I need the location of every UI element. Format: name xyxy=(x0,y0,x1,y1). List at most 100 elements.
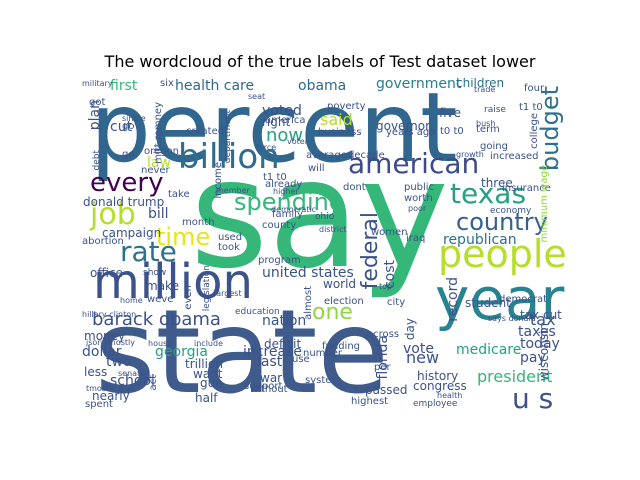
word: every xyxy=(90,168,164,198)
word: going xyxy=(480,141,508,152)
word: insurance xyxy=(502,183,551,194)
word: deficit xyxy=(264,337,302,351)
word: include xyxy=(194,339,223,348)
word: poverty xyxy=(327,101,366,112)
word: american xyxy=(348,147,480,180)
word: republican xyxy=(443,232,517,248)
word: bush xyxy=(476,119,496,128)
word: t1 t0 xyxy=(263,172,287,183)
word: people xyxy=(438,232,567,276)
word: said xyxy=(320,110,353,129)
word: history xyxy=(417,369,459,383)
word: legislation xyxy=(202,265,212,312)
word: education xyxy=(235,307,280,317)
wordcloud: percent say state year million people billion a… xyxy=(80,78,576,409)
word: hillary clinton xyxy=(82,310,137,319)
word: district xyxy=(319,225,347,234)
word: act xyxy=(148,375,159,391)
word: want xyxy=(193,367,223,381)
word: time xyxy=(156,223,211,251)
chart-title: The wordcloud of the true labels of Test… xyxy=(104,52,536,71)
word: family xyxy=(272,209,303,220)
word: today xyxy=(520,336,560,352)
word: iraq xyxy=(406,233,426,244)
word: took xyxy=(218,242,240,253)
word: will xyxy=(308,163,325,174)
word: world xyxy=(323,277,357,291)
word: almost xyxy=(303,286,314,320)
word: t1 t0 xyxy=(519,102,543,113)
word: economy xyxy=(490,206,532,216)
word: taxes xyxy=(518,324,556,340)
word: law xyxy=(147,155,171,171)
word: women xyxy=(371,227,408,238)
word: program xyxy=(258,255,301,266)
word: dollar xyxy=(82,344,122,360)
word: election xyxy=(324,296,364,307)
word: georgia xyxy=(155,344,208,360)
word: force xyxy=(256,143,277,152)
word: higher xyxy=(273,187,299,196)
word: bill xyxy=(148,206,169,222)
word: per xyxy=(374,362,391,373)
word: support xyxy=(244,381,283,392)
word: two xyxy=(106,354,132,370)
word: says donald xyxy=(488,314,536,323)
word: use xyxy=(292,354,310,365)
word: voted xyxy=(262,103,302,119)
word: across xyxy=(367,329,400,340)
word: half xyxy=(195,391,218,405)
word: public xyxy=(404,182,435,193)
word: democratic xyxy=(271,205,317,214)
word: student xyxy=(465,296,511,310)
word: money xyxy=(84,329,126,343)
word: member xyxy=(216,186,250,195)
word: without xyxy=(250,384,288,395)
word: number xyxy=(303,348,343,359)
word: seat xyxy=(248,92,266,101)
word: county xyxy=(262,220,297,231)
word: decade xyxy=(348,150,385,161)
word: go xyxy=(122,149,135,160)
word: tax xyxy=(530,310,556,329)
word: wisconsin xyxy=(537,323,551,382)
word: six xyxy=(160,78,174,89)
word: new xyxy=(406,348,440,367)
word: state xyxy=(95,285,389,410)
word: term xyxy=(476,124,500,135)
word: nation xyxy=(262,313,307,329)
word: college xyxy=(529,113,540,149)
word: business xyxy=(318,127,362,138)
word: record xyxy=(445,277,461,322)
word: month xyxy=(182,217,215,228)
word: abortion xyxy=(82,236,124,247)
word: take xyxy=(168,189,190,200)
word: trillion xyxy=(185,357,223,371)
word: tax cut xyxy=(520,308,562,322)
word: united states xyxy=(262,265,354,281)
word: average xyxy=(306,150,347,161)
word: cut xyxy=(110,119,133,135)
word: employee xyxy=(413,399,458,409)
word: oregon xyxy=(144,146,179,157)
word: json tmostly xyxy=(86,338,135,347)
word: passed xyxy=(365,383,408,397)
word: t0 t0 xyxy=(440,126,464,137)
word: last xyxy=(257,354,283,370)
word: voter xyxy=(287,137,308,146)
word: federal xyxy=(358,212,383,290)
word: ohio xyxy=(315,212,335,222)
word: health care xyxy=(175,78,255,94)
word: governor xyxy=(376,119,431,133)
word: right xyxy=(262,115,291,129)
word: growth xyxy=(456,150,484,159)
word: increased xyxy=(490,151,539,162)
word: democrat xyxy=(499,294,548,305)
word: u s xyxy=(512,382,554,410)
word: increase xyxy=(243,344,303,360)
word: campaign xyxy=(102,226,162,240)
word: spending xyxy=(234,188,345,216)
word: four xyxy=(524,83,545,94)
word: single xyxy=(122,114,146,123)
word: obama xyxy=(298,78,347,94)
